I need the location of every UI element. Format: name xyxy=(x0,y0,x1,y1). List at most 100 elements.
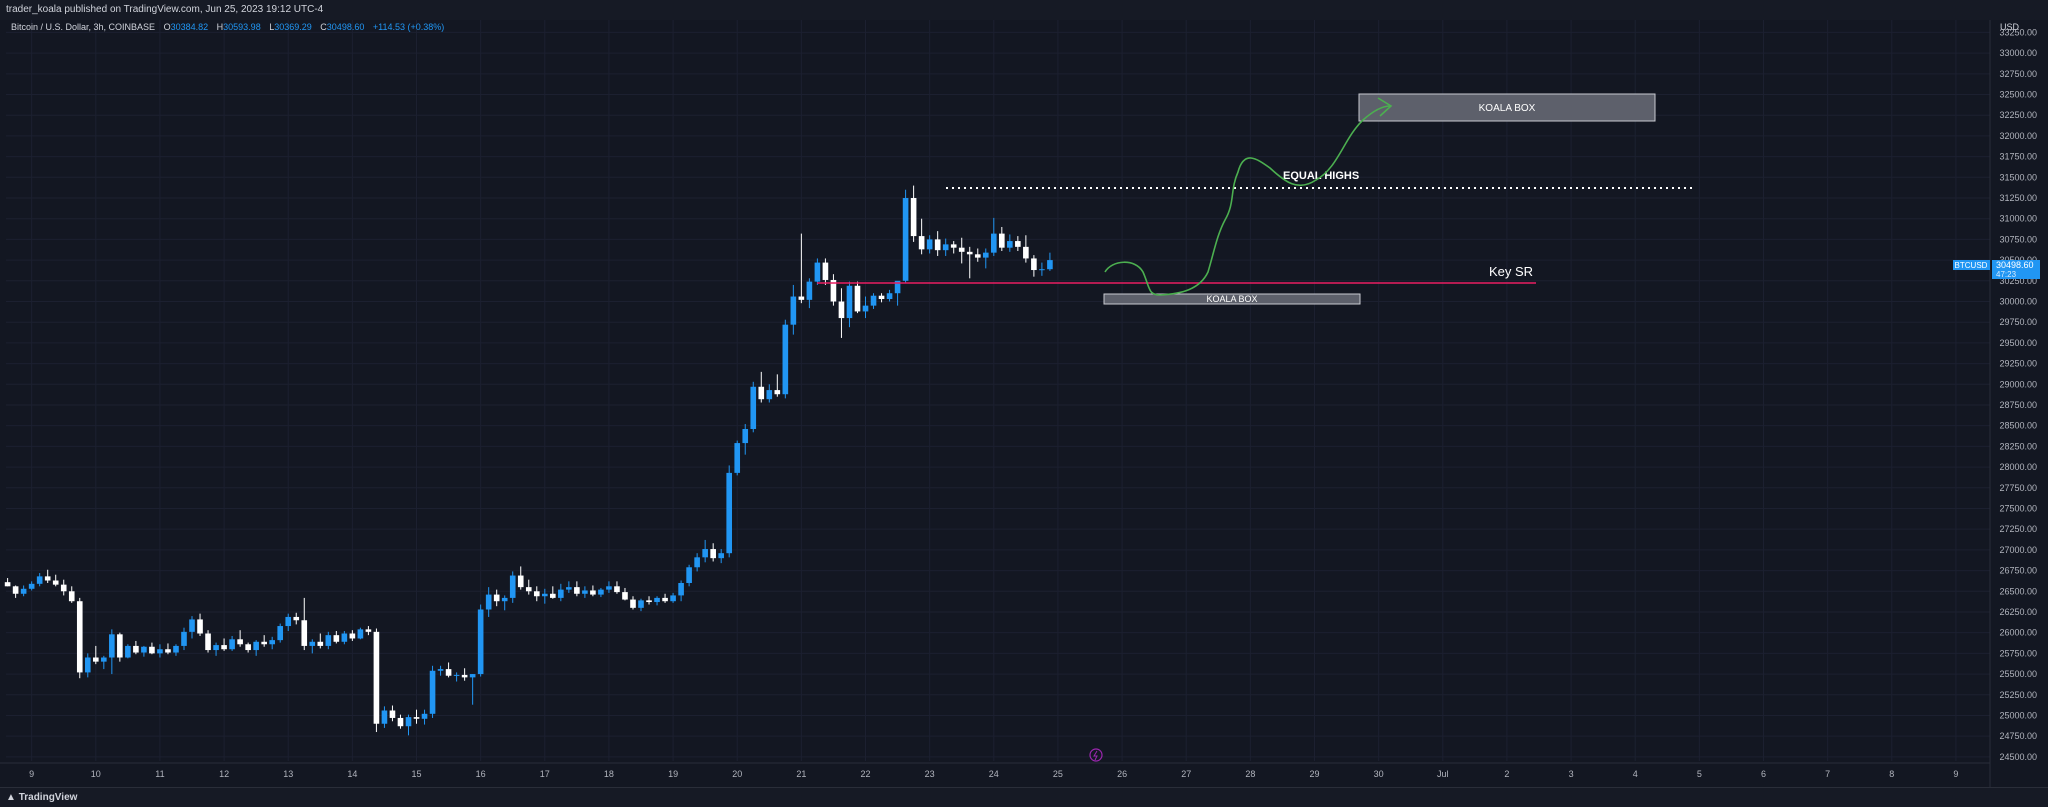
candle-down xyxy=(373,628,380,733)
candle-down xyxy=(662,593,668,603)
candle-body xyxy=(614,586,620,593)
candle-down xyxy=(934,231,941,256)
koala-box-bottom[interactable] xyxy=(1103,293,1361,305)
candle-body xyxy=(999,233,1005,248)
time-tick-label: 5 xyxy=(1697,769,1702,779)
candle-up xyxy=(101,655,107,670)
time-tick-label: 3 xyxy=(1569,769,1574,779)
candle-body xyxy=(566,587,572,590)
candle-down xyxy=(301,597,308,651)
candle-body xyxy=(942,244,949,251)
price-tick-label: 29250.00 xyxy=(1999,359,2037,369)
candle-body xyxy=(229,639,235,650)
candle-down xyxy=(413,709,420,724)
candle-body xyxy=(622,592,628,600)
candle-body xyxy=(84,657,91,673)
price-tick-label: 25000.00 xyxy=(1999,710,2037,720)
candle-down xyxy=(974,248,981,262)
time-axis[interactable]: 9 10 11 12 13 14 15 16 17 18 19 20 21 22 23 24 25 26 27 28 2… xyxy=(0,762,1990,779)
candle-body xyxy=(718,553,724,559)
candle-body xyxy=(301,620,308,646)
candle-body xyxy=(990,233,997,253)
candle-down xyxy=(261,635,267,647)
candle-body xyxy=(838,301,845,319)
candle-body xyxy=(790,296,797,325)
tradingview-logo[interactable]: ▲ TradingView xyxy=(0,788,77,807)
candle-up xyxy=(277,623,284,643)
candle-up xyxy=(125,644,131,659)
candle-body xyxy=(702,549,708,558)
low-value: 30369.29 xyxy=(274,22,312,32)
candle-down xyxy=(1023,235,1029,263)
candle-up xyxy=(437,665,444,676)
candle-body xyxy=(670,595,676,602)
candle-up xyxy=(109,629,115,675)
candle-up xyxy=(942,238,949,256)
candle-down xyxy=(854,281,861,314)
candle-body xyxy=(517,575,524,588)
candle-body xyxy=(52,580,59,585)
candle-up xyxy=(814,258,821,285)
candle-body xyxy=(806,281,813,300)
candle-body xyxy=(165,649,171,653)
candle-body xyxy=(590,590,596,595)
candle-body xyxy=(60,584,67,592)
koala-box-top[interactable] xyxy=(1358,93,1656,122)
candle-body xyxy=(1047,260,1053,270)
candle-body xyxy=(277,626,284,641)
candle-body xyxy=(598,589,604,595)
candle-up xyxy=(870,293,877,309)
candle-up xyxy=(501,595,508,611)
price-tick-label: 31750.00 xyxy=(1999,152,2037,162)
candle-body xyxy=(44,576,51,581)
candle-down xyxy=(389,705,396,722)
candle-down xyxy=(525,579,532,595)
candle-body xyxy=(4,582,11,587)
low-label: L xyxy=(269,22,275,32)
change-value: +114.53 (+0.38%) xyxy=(372,22,445,32)
candle-body xyxy=(92,657,99,662)
candle-body xyxy=(974,254,981,258)
symbol-tag xyxy=(1953,260,1990,270)
price-tick-label: 25500.00 xyxy=(1999,669,2037,679)
candle-body xyxy=(221,645,227,650)
candle-body xyxy=(141,646,147,653)
price-tick-label: 27000.00 xyxy=(1999,545,2037,555)
candle-body xyxy=(485,594,492,610)
candle-body xyxy=(285,616,292,627)
candle-up xyxy=(686,564,692,587)
candle-body xyxy=(750,386,757,429)
candle-up xyxy=(173,644,179,656)
candle-body xyxy=(686,567,692,583)
candle-up xyxy=(862,296,869,319)
time-tick-label: 24 xyxy=(989,769,999,779)
candle-body xyxy=(429,670,436,714)
candle-body xyxy=(133,645,139,653)
candle-down xyxy=(1031,255,1037,277)
candle-body xyxy=(28,583,35,589)
candle-down xyxy=(237,630,243,647)
candle-body xyxy=(846,285,853,319)
open-value: 30384.82 xyxy=(170,22,209,32)
price-tick-label: 32750.00 xyxy=(1999,69,2037,79)
candle-body xyxy=(1015,241,1021,247)
close-value: 30498.60 xyxy=(326,22,365,32)
price-tick-label: 28750.00 xyxy=(1999,400,2037,410)
candle-body xyxy=(862,305,869,312)
candle-up xyxy=(990,217,997,256)
price-tick-label: 30750.00 xyxy=(1999,234,2037,244)
publish-line: trader_koala published on TradingView.co… xyxy=(6,4,324,15)
candle-up xyxy=(28,581,35,591)
candlestick-chart[interactable]: KOALA BOX KOALA BOX EQUAL HIGHS Key SR U… xyxy=(0,20,2048,787)
candle-body xyxy=(341,633,348,642)
candle-down xyxy=(958,237,965,264)
candle-body xyxy=(958,247,965,252)
price-tick-label: 25750.00 xyxy=(1999,648,2037,658)
lightning-icon[interactable] xyxy=(1089,748,1103,762)
candle-body xyxy=(694,557,700,568)
tradingview-logo-icon: ▲ xyxy=(6,792,16,803)
candle-body xyxy=(814,262,821,282)
candle-body xyxy=(237,639,243,645)
candle-up xyxy=(405,714,412,736)
candle-down xyxy=(830,274,837,306)
